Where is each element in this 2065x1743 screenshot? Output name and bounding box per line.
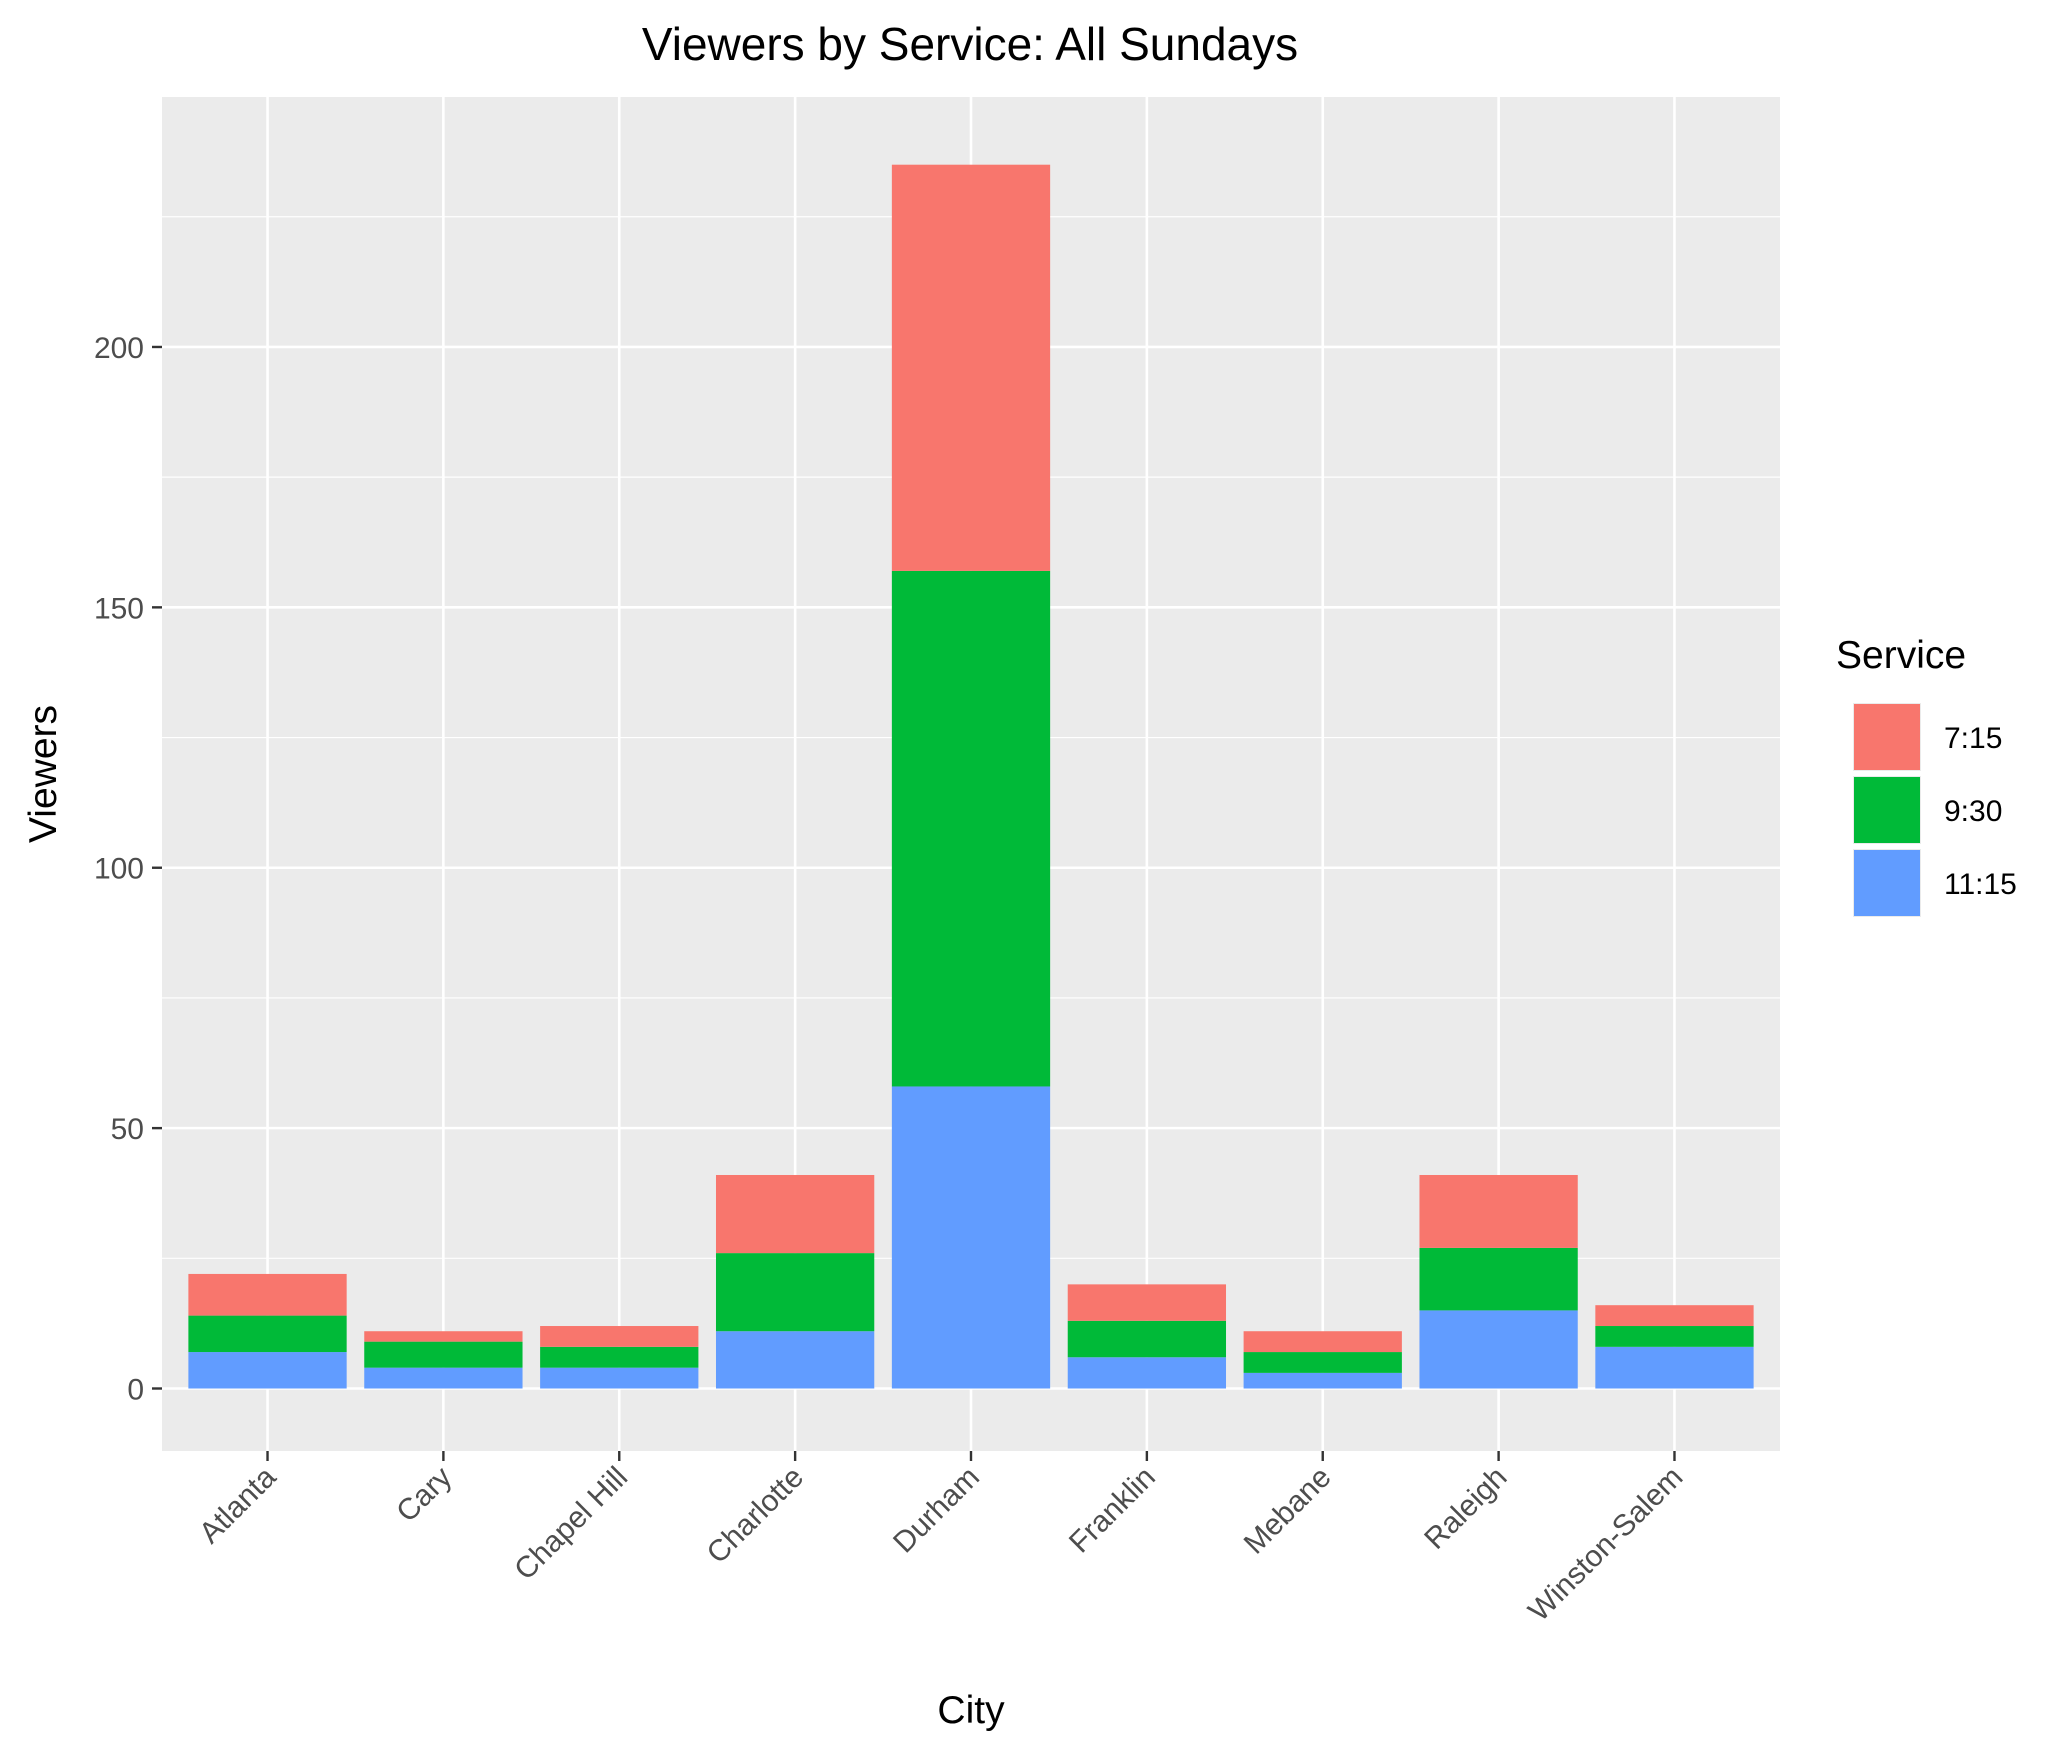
bar-segment <box>1067 1284 1227 1321</box>
x-tick-label: Raleigh <box>1418 1461 1513 1556</box>
legend-swatch <box>1854 850 1920 916</box>
chart-title: Viewers by Service: All Sundays <box>642 18 1298 70</box>
bar-segment <box>891 164 1051 571</box>
bar-segment <box>188 1352 347 1389</box>
bar-segment <box>364 1341 523 1368</box>
x-tick-label: Franklin <box>1063 1461 1162 1560</box>
x-axis-title: City <box>937 1689 1005 1732</box>
x-tick-label: Durham <box>887 1461 986 1560</box>
legend-swatch <box>1854 777 1920 843</box>
bar-segment <box>715 1331 875 1389</box>
y-tick-label: 200 <box>94 332 144 365</box>
bar-segment <box>891 1086 1051 1389</box>
x-tick-label: Winston-Salem <box>1522 1461 1689 1628</box>
bar-segment <box>540 1346 699 1368</box>
bar-segment <box>540 1326 699 1347</box>
bar-segment <box>891 570 1051 1087</box>
bar-segment <box>1419 1310 1578 1389</box>
bars <box>188 164 1754 1389</box>
bar-segment <box>1595 1305 1754 1327</box>
x-tick-label: Mebane <box>1238 1461 1338 1561</box>
bar-segment <box>540 1367 699 1389</box>
x-tick-label: Cary <box>390 1461 458 1529</box>
bar-segment <box>715 1253 875 1332</box>
bar-segment <box>1243 1331 1402 1353</box>
legend-label: 11:15 <box>1944 868 2017 901</box>
legend: Service 7:15 9:30 11:15 <box>1836 634 2017 917</box>
legend-title: Service <box>1836 634 1966 677</box>
y-tick-label: 100 <box>94 853 144 886</box>
legend-label: 7:15 <box>1944 722 2002 755</box>
bar-segment <box>1419 1247 1578 1311</box>
x-tick-label: Atlanta <box>193 1460 283 1550</box>
bar-segment <box>364 1367 523 1389</box>
bar-segment <box>188 1315 347 1353</box>
y-tick-label: 0 <box>127 1374 144 1407</box>
bar-segment <box>188 1273 347 1316</box>
y-axis-title: Viewers <box>22 705 65 843</box>
bar-segment <box>1243 1352 1402 1373</box>
legend-label: 9:30 <box>1944 795 2002 828</box>
bar-segment <box>364 1331 523 1342</box>
bar-segment <box>1067 1320 1227 1358</box>
x-axis: Atlanta Cary Chapel Hill Charlotte Durham Fra… <box>193 1451 1689 1628</box>
x-tick-label: Chapel Hill <box>508 1461 634 1587</box>
y-tick-label: 150 <box>94 592 144 625</box>
y-axis: 0 50 100 150 200 <box>94 332 162 1407</box>
bar-segment <box>1243 1372 1402 1389</box>
y-tick-label: 50 <box>111 1113 144 1146</box>
bar-segment <box>1067 1357 1227 1389</box>
legend-swatch <box>1854 704 1920 770</box>
bar-segment <box>1595 1346 1754 1389</box>
bar-segment <box>1595 1326 1754 1347</box>
bar-segment <box>1419 1174 1578 1248</box>
bar-segment <box>715 1174 875 1254</box>
x-tick-label: Charlotte <box>701 1461 810 1570</box>
